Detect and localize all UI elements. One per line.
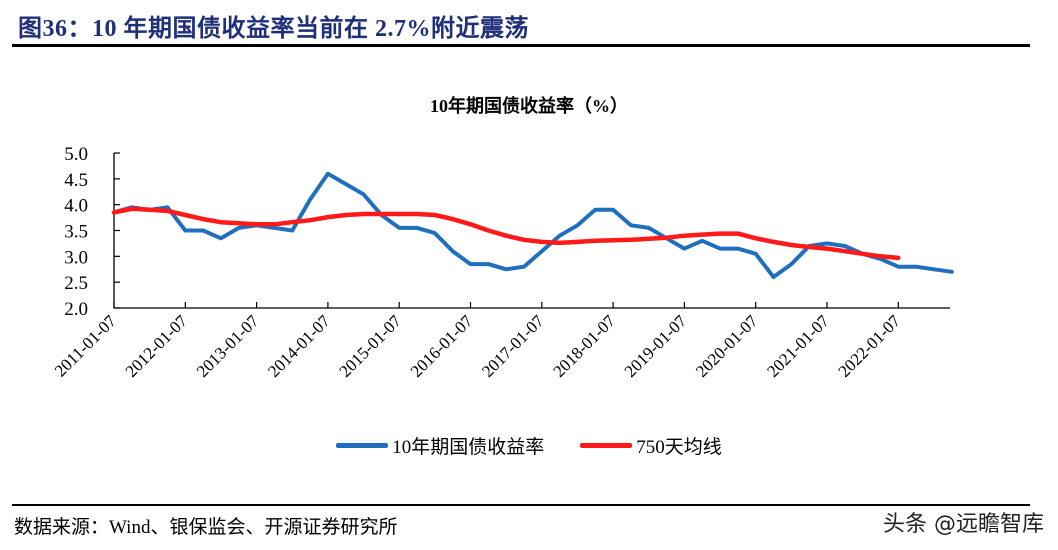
svg-text:2016-01-07: 2016-01-07 bbox=[407, 311, 477, 381]
svg-text:2019-01-07: 2019-01-07 bbox=[621, 311, 691, 381]
svg-text:2015-01-07: 2015-01-07 bbox=[335, 311, 405, 381]
svg-text:2011-01-07: 2011-01-07 bbox=[51, 311, 120, 380]
chart-title: 10年期国债收益率（%） bbox=[430, 96, 628, 116]
svg-text:2.0: 2.0 bbox=[64, 299, 88, 320]
svg-text:4.5: 4.5 bbox=[64, 170, 88, 191]
bottom-divider bbox=[12, 504, 1030, 506]
svg-text:2013-01-07: 2013-01-07 bbox=[193, 311, 263, 381]
svg-text:2017-01-07: 2017-01-07 bbox=[478, 311, 548, 381]
y-axis: 5.0 4.5 4.0 3.5 3.0 2.5 2.0 bbox=[64, 144, 120, 320]
svg-text:2.5: 2.5 bbox=[64, 273, 88, 294]
legend-item-yield: 10年期国债收益率 bbox=[336, 432, 544, 459]
svg-text:5.0: 5.0 bbox=[64, 144, 88, 165]
svg-text:2021-01-07: 2021-01-07 bbox=[763, 311, 833, 381]
svg-text:3.0: 3.0 bbox=[64, 247, 88, 268]
top-divider bbox=[12, 44, 1030, 47]
red-line-swatch-icon bbox=[580, 443, 633, 448]
legend-label: 750天均线 bbox=[636, 437, 722, 458]
legend-label: 10年期国债收益率 bbox=[392, 437, 545, 458]
svg-text:2012-01-07: 2012-01-07 bbox=[122, 311, 192, 381]
legend: 10年期国债收益率 750天均线 bbox=[0, 432, 1058, 459]
svg-text:2018-01-07: 2018-01-07 bbox=[549, 311, 619, 381]
svg-text:3.5: 3.5 bbox=[64, 222, 88, 243]
figure-title: 图36：10 年期国债收益率当前在 2.7%附近震荡 bbox=[18, 16, 529, 42]
chart-series bbox=[111, 171, 954, 279]
svg-text:2014-01-07: 2014-01-07 bbox=[264, 311, 334, 381]
legend-item-ma750: 750天均线 bbox=[580, 432, 722, 459]
svg-text:2022-01-07: 2022-01-07 bbox=[835, 311, 905, 381]
source-note: 数据来源：Wind、银保监会、开源证券研究所 bbox=[14, 517, 398, 538]
blue-line-swatch-icon bbox=[336, 443, 389, 448]
svg-text:4.0: 4.0 bbox=[64, 196, 88, 217]
x-axis: 2011-01-07 2012-01-07 2013-01-07 2014-01-07… bbox=[51, 302, 950, 381]
watermark: 头条 @远瞻智库 bbox=[883, 512, 1044, 537]
svg-text:2020-01-07: 2020-01-07 bbox=[692, 311, 762, 381]
